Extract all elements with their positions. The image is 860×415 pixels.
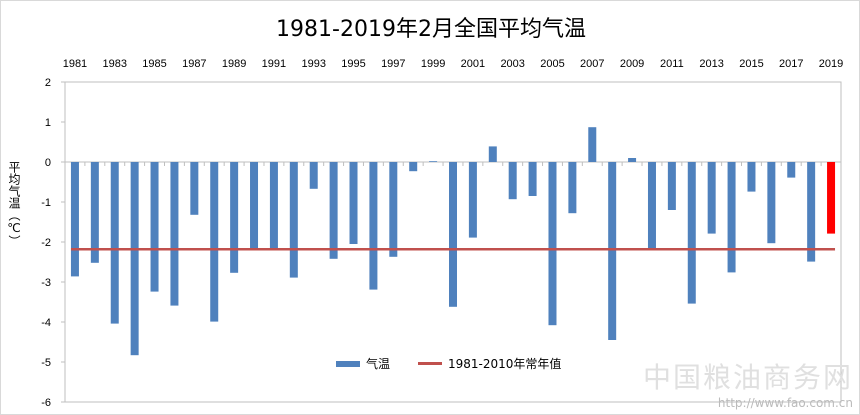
bar-2003 [508, 162, 517, 200]
bar-1981 [70, 162, 79, 277]
bar-1983 [110, 162, 119, 324]
x-tick-label: 1995 [341, 58, 365, 70]
bar-1982 [90, 162, 99, 263]
bar-2013 [707, 162, 716, 234]
bar-2004 [528, 162, 537, 196]
watermark: 中国粮油商务网 http://www.fao.com.cn [643, 356, 853, 410]
bar-1990 [250, 162, 259, 250]
bar-1991 [269, 162, 278, 250]
bar-2015 [747, 162, 756, 192]
watermark-url: http://www.fao.com.cn [717, 396, 853, 410]
y-tick-label: 2 [45, 77, 51, 89]
bar-1999 [429, 161, 438, 162]
y-axis-label: 平均气温（℃） [7, 161, 21, 247]
bar-2006 [568, 162, 577, 214]
y-tick-label: 0 [45, 157, 51, 169]
x-tick-label: 1991 [262, 58, 286, 70]
legend-swatch-line [418, 362, 443, 365]
x-tick-label: 2007 [580, 58, 604, 70]
bar-1988 [210, 162, 219, 322]
x-tick-label: 2013 [699, 58, 723, 70]
legend-label-line: 1981-2010年常年值 [448, 357, 562, 371]
bar-1985 [150, 162, 159, 292]
bar-2000 [449, 162, 457, 307]
bar-1997 [389, 162, 398, 257]
x-tick-label: 1997 [381, 58, 405, 70]
x-tick-label: 1985 [142, 58, 166, 70]
bar-2002 [488, 146, 497, 162]
bar-1984 [130, 162, 139, 356]
x-tick-label: 1993 [301, 58, 325, 70]
legend-swatch-bar [336, 360, 360, 367]
y-tick-label: -5 [41, 357, 51, 369]
x-tick-label: 1981 [63, 58, 87, 70]
bar-2001 [468, 162, 477, 238]
bar-2017 [787, 162, 796, 178]
bar-2005 [548, 162, 557, 326]
x-tick-label: 2011 [660, 58, 684, 70]
x-tick-label: 1999 [421, 58, 445, 70]
y-tick-label: -4 [41, 317, 51, 329]
bar-1986 [170, 162, 179, 306]
legend-label-bar: 气温 [366, 357, 391, 371]
y-tick-label: -3 [41, 277, 51, 289]
y-tick-label: -1 [41, 197, 51, 209]
bar-1996 [369, 162, 378, 290]
x-tick-label: 2019 [819, 58, 843, 70]
bar-2008 [608, 162, 617, 340]
bar-2011 [667, 162, 676, 210]
x-tick-label: 2003 [500, 58, 524, 70]
bar-2012 [687, 162, 696, 304]
y-tick-label: 1 [45, 117, 51, 129]
x-tick-label: 2017 [779, 58, 803, 70]
legend: 气温 1981-2010年常年值 [336, 355, 561, 372]
bar-2018 [807, 162, 816, 262]
x-tick-label: 2005 [540, 58, 564, 70]
bar-2010 [647, 162, 656, 249]
bar-1989 [230, 162, 239, 273]
x-tick-label: 1987 [182, 58, 206, 70]
bar-1998 [409, 162, 418, 172]
bar-1993 [309, 162, 318, 189]
x-tick-label: 2001 [461, 58, 485, 70]
bar-2014 [727, 162, 736, 273]
bar-2009 [628, 158, 637, 162]
bar-1994 [329, 162, 338, 259]
bar-2019 [827, 162, 836, 234]
bar-1987 [190, 162, 199, 215]
bar-2016 [767, 162, 776, 244]
y-tick-label: -6 [41, 397, 51, 409]
chart-title: 1981-2019年2月全国平均气温 [276, 17, 586, 42]
bar-1995 [349, 162, 358, 244]
x-tick-label: 1989 [222, 58, 246, 70]
x-tick-label: 2009 [620, 58, 644, 70]
y-tick-label: -2 [41, 237, 51, 249]
watermark-name: 中国粮油商务网 [642, 361, 853, 394]
x-tick-label: 2015 [739, 58, 763, 70]
bar-2007 [588, 127, 597, 162]
bar-1992 [289, 162, 298, 278]
x-tick-label: 1983 [103, 58, 127, 70]
